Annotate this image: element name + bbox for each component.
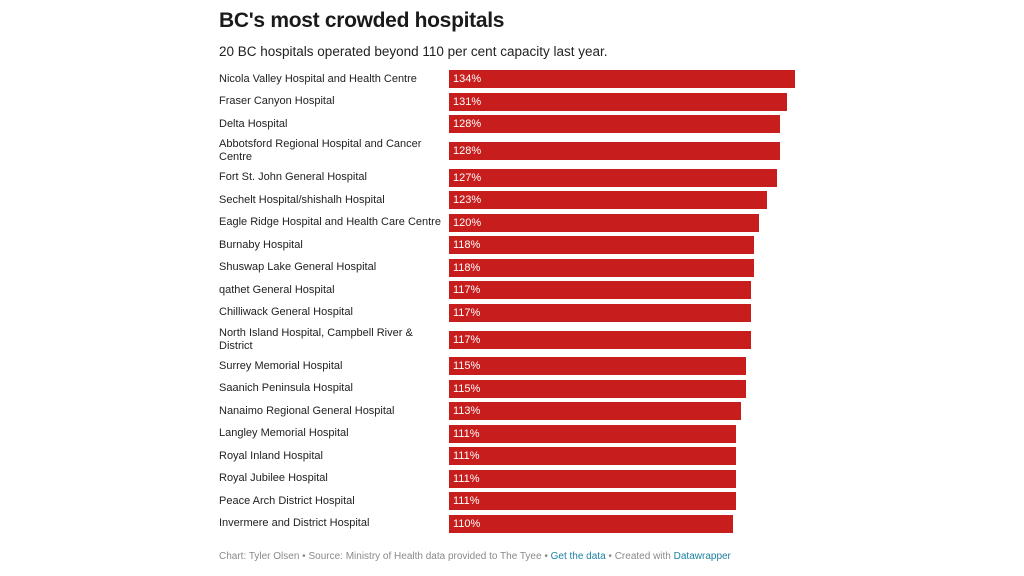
bar-value-label: 127% (453, 171, 482, 184)
bar-label: Abbotsford Regional Hospital and Cancer … (219, 138, 422, 163)
bar-value-label: 118% (453, 239, 481, 252)
bar-row: Peace Arch District Hospital 111% (219, 490, 819, 513)
datawrapper-link[interactable]: Datawrapper (673, 551, 731, 562)
bar-label: Chilliwack General Hospital (219, 306, 353, 319)
bar: 115% (449, 379, 746, 398)
bar-label: Saanich Peninsula Hospital (219, 382, 353, 395)
bar-row: Fraser Canyon Hospital 131% (219, 91, 819, 114)
bar: 118% (449, 236, 754, 255)
bar: 118% (449, 258, 754, 277)
bar-label: Peace Arch District Hospital (219, 494, 355, 507)
bar-label: Fort St. John General Hospital (219, 171, 367, 184)
bar-value-label: 110% (453, 517, 481, 530)
bar-value-label: 131% (453, 95, 482, 108)
bar: 110% (449, 514, 734, 533)
bar: 111% (449, 469, 736, 488)
bar-rows: Nicola Valley Hospital and Health Centre… (219, 68, 819, 535)
bar-label: Shuswap Lake General Hospital (219, 261, 377, 274)
bar-value-label: 111% (453, 427, 480, 440)
bar: 127% (449, 168, 777, 187)
bar-label: North Island Hospital, Campbell River & … (219, 326, 413, 352)
bar-label: Nicola Valley Hospital and Health Centre (219, 72, 417, 85)
bar-row: Delta Hospital 128% (219, 113, 819, 136)
bar-value-label: 115% (453, 382, 481, 395)
bar-label: Surrey Memorial Hospital (219, 359, 343, 372)
bar: 131% (449, 92, 788, 111)
bar-label: Langley Memorial Hospital (219, 427, 349, 440)
bar-value-label: 123% (453, 194, 482, 207)
bar: 128% (449, 115, 780, 134)
bar-label: Nanaimo Regional General Hospital (219, 404, 395, 417)
bar-value-label: 134% (453, 73, 482, 86)
bar-row: Fort St. John General Hospital 127% (219, 167, 819, 190)
bar: 123% (449, 191, 767, 210)
bar-value-label: 115% (453, 360, 481, 373)
bar: 128% (449, 142, 780, 160)
bar: 115% (449, 357, 746, 376)
bar-row: Abbotsford Regional Hospital and Cancer … (219, 136, 819, 167)
bar-row: Invermere and District Hospital 110% (219, 513, 819, 536)
bar-value-label: 117% (453, 284, 481, 297)
bar-value-label: 117% (453, 333, 481, 346)
bar-row: qathet General Hospital 117% (219, 279, 819, 302)
bar-row: Royal Inland Hospital 111% (219, 445, 819, 468)
bar-row: Nanaimo Regional General Hospital 113% (219, 400, 819, 423)
footer-sep: • Created with (605, 551, 674, 562)
bar-value-label: 120% (453, 216, 482, 229)
bar-value-label: 118% (453, 261, 481, 274)
bar: 111% (449, 424, 736, 443)
bar-label: Burnaby Hospital (219, 238, 303, 251)
bar-value-label: 111% (453, 495, 480, 508)
get-the-data-link[interactable]: Get the data (550, 551, 606, 562)
bar-value-label: 111% (453, 450, 480, 463)
bar: 117% (449, 303, 752, 322)
bar-value-label: 117% (453, 306, 481, 319)
bar-label: qathet General Hospital (219, 283, 335, 296)
bar-row: Eagle Ridge Hospital and Health Care Cen… (219, 212, 819, 235)
footer-credit: Chart: Tyler Olsen • Source: Ministry of… (219, 551, 551, 562)
bar-row: Royal Jubilee Hospital 111% (219, 468, 819, 491)
bar-label: Eagle Ridge Hospital and Health Care Cen… (219, 216, 441, 229)
bar-label: Royal Inland Hospital (219, 449, 323, 462)
chart-title: BC's most crowded hospitals (219, 9, 505, 32)
bar-row: Sechelt Hospital/shishalh Hospital 123% (219, 189, 819, 212)
bar: 117% (449, 330, 752, 349)
bar-value-label: 111% (453, 472, 480, 485)
bar: 111% (449, 447, 736, 466)
bar-row: Surrey Memorial Hospital 115% (219, 355, 819, 378)
bar: 134% (449, 70, 795, 89)
footer: Chart: Tyler Olsen • Source: Ministry of… (219, 551, 731, 562)
chart-subtitle: 20 BC hospitals operated beyond 110 per … (219, 44, 608, 59)
bar-label: Fraser Canyon Hospital (219, 95, 335, 108)
bar-value-label: 128% (453, 118, 482, 131)
bar-value-label: 128% (453, 145, 482, 157)
bar-row: North Island Hospital, Campbell River & … (219, 324, 819, 355)
bar-label: Delta Hospital (219, 117, 288, 130)
bar-row: Saanich Peninsula Hospital 115% (219, 378, 819, 401)
bar-row: Burnaby Hospital 118% (219, 234, 819, 257)
bar-value-label: 113% (453, 405, 481, 418)
bar-row: Shuswap Lake General Hospital 118% (219, 257, 819, 280)
bar-row: Chilliwack General Hospital 117% (219, 302, 819, 325)
bar: 113% (449, 402, 741, 421)
bar-label: Invermere and District Hospital (219, 517, 370, 530)
bar: 120% (449, 213, 759, 232)
bar: 111% (449, 492, 736, 511)
bar-label: Sechelt Hospital/shishalh Hospital (219, 193, 385, 206)
bar-label: Royal Jubilee Hospital (219, 472, 328, 485)
bar-row: Nicola Valley Hospital and Health Centre… (219, 68, 819, 91)
bar: 117% (449, 281, 752, 300)
bar-row: Langley Memorial Hospital 111% (219, 423, 819, 446)
